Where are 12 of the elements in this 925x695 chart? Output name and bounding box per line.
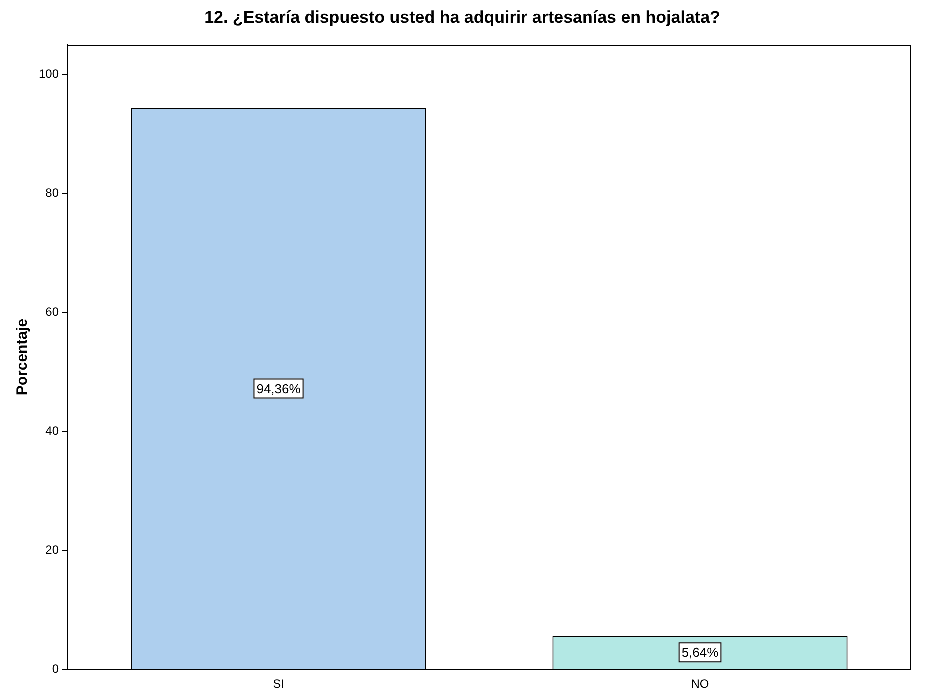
data-label: 94,36%: [256, 381, 302, 396]
x-tick-label: NO: [691, 677, 710, 692]
y-tick-label: 20: [46, 542, 60, 557]
y-tick-label: 100: [38, 67, 60, 82]
y-tick-label: 80: [46, 186, 60, 200]
chart-title: 12. ¿Estaría dispuesto usted ha adquirir artesanías en hojalata?: [204, 8, 722, 28]
y-tick-label: 40: [46, 424, 60, 438]
y-tick-label: 0: [52, 662, 60, 676]
x-tick-label: SI: [273, 677, 284, 692]
data-label: 5,64%: [682, 645, 720, 660]
y-tick-label: 60: [46, 305, 60, 319]
y-axis-title: Porcentaje: [14, 318, 32, 396]
